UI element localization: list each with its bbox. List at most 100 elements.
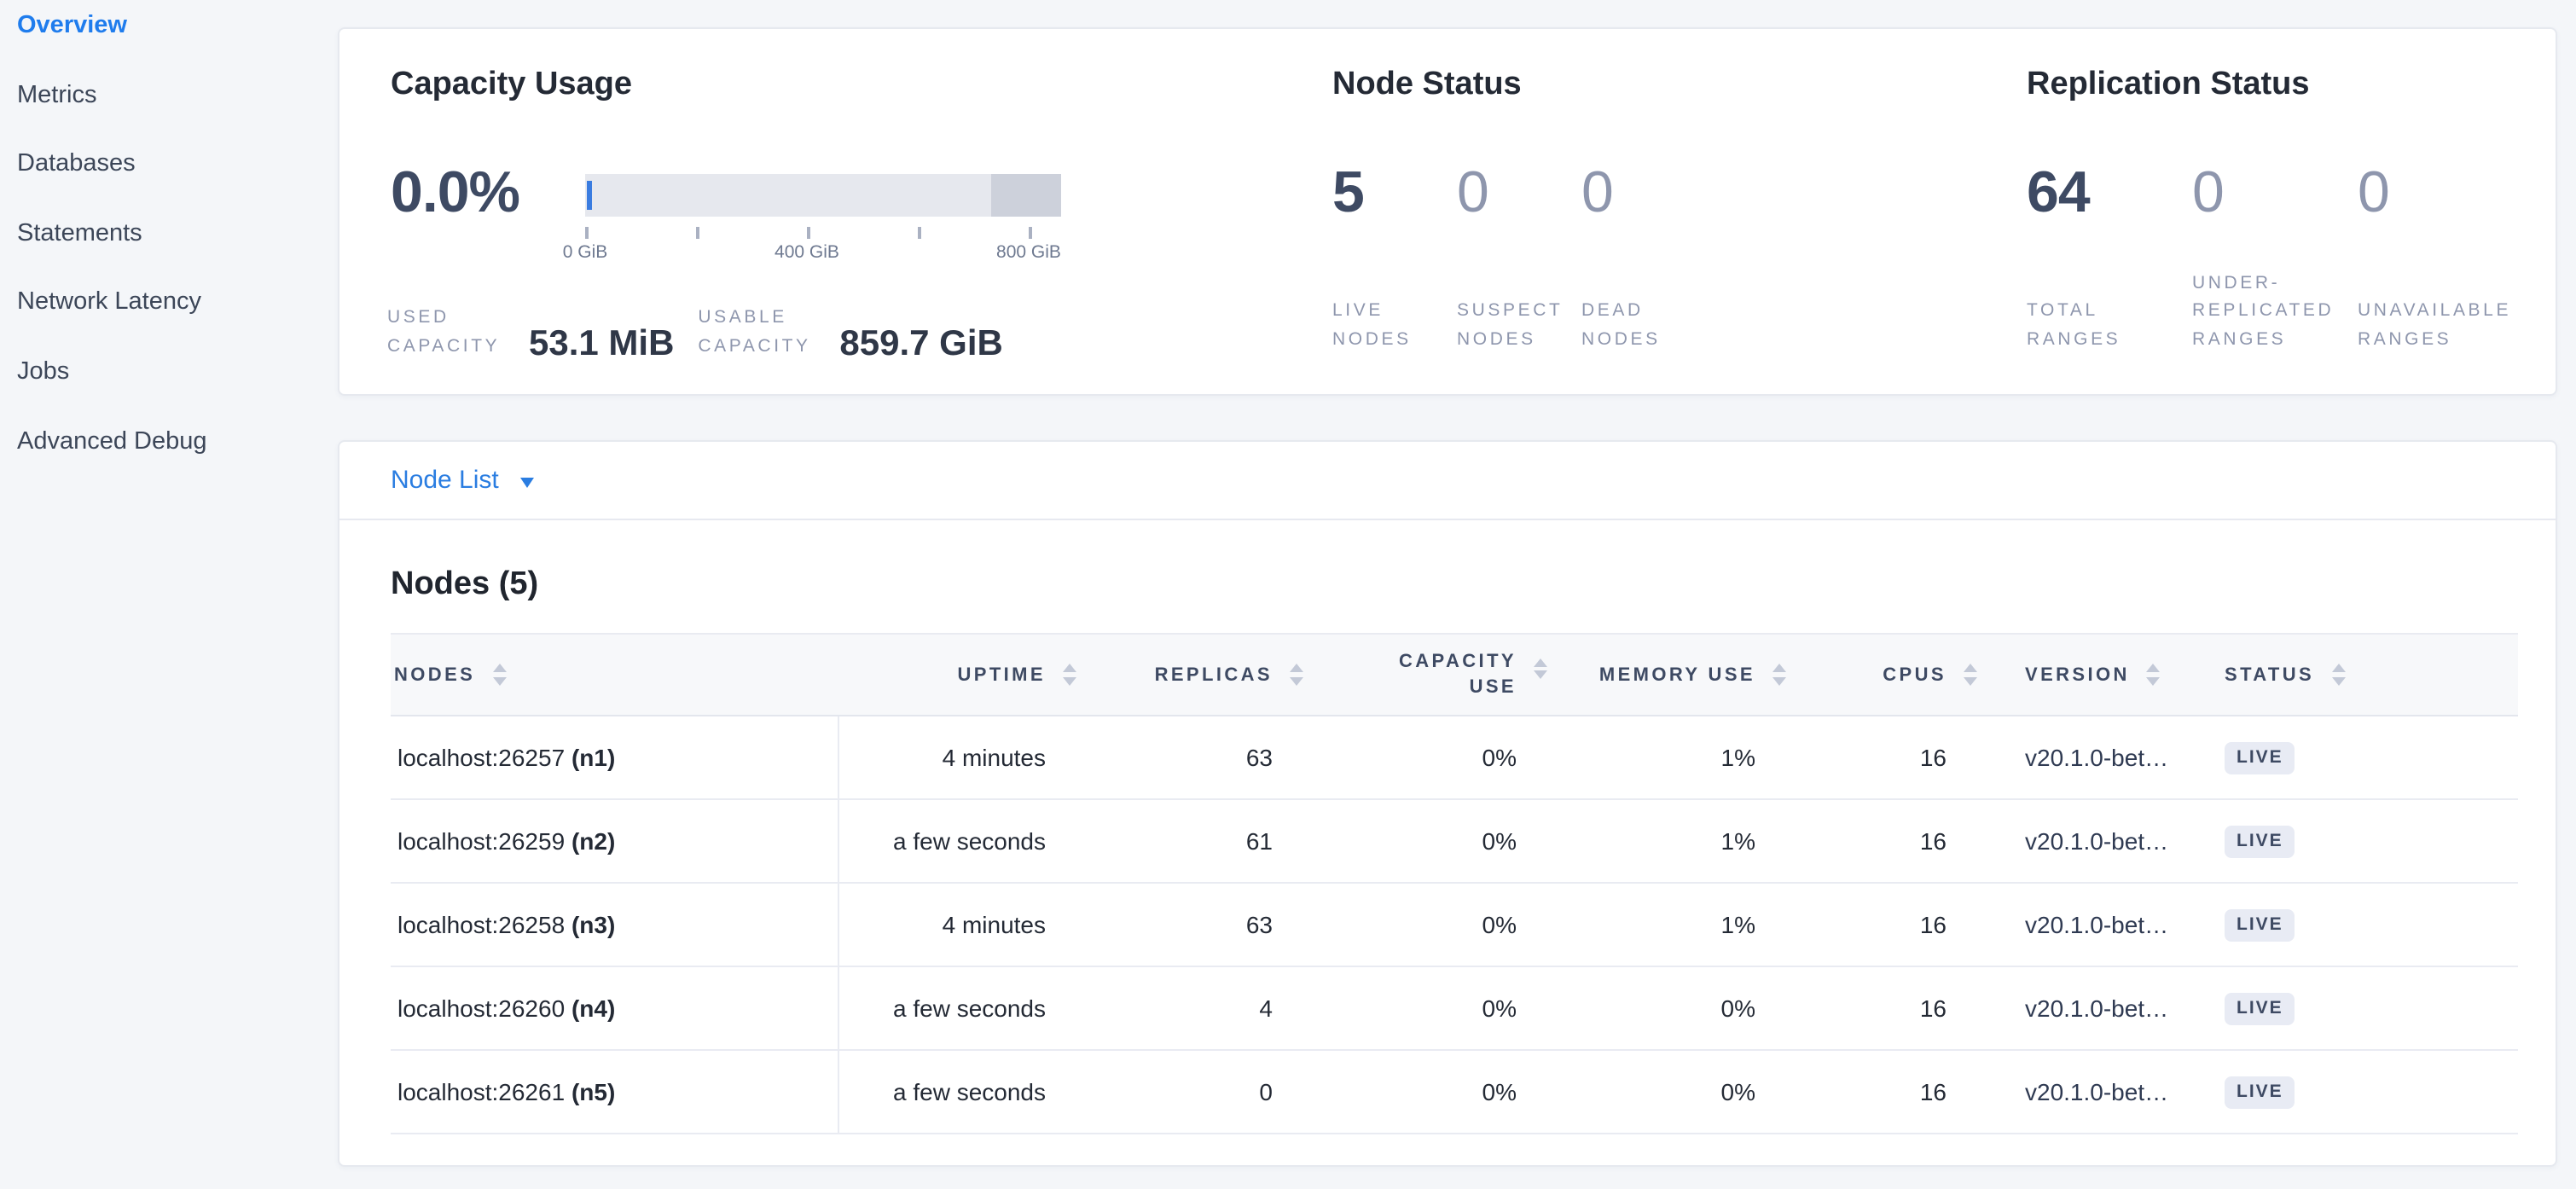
nodes-table-header-row: NODES UPTIME REPLICAS CAPACITY USE MEMOR… <box>391 633 2518 716</box>
capacity-usage-title: Capacity Usage <box>391 67 633 102</box>
cpus-cell: 16 <box>1790 1050 1981 1134</box>
sidebar-item-network-latency[interactable]: Network Latency <box>17 288 201 316</box>
status-badge: LIVE <box>2225 742 2295 774</box>
status-cell: LIVE <box>2211 799 2518 884</box>
sort-icon <box>2146 664 2161 686</box>
capacity-use-cell: 0% <box>1307 799 1551 884</box>
sidebar-item-databases[interactable]: Databases <box>17 150 136 178</box>
axis-label: 400 GiB <box>775 242 839 263</box>
column-header-cpus[interactable]: CPUS <box>1790 633 1981 716</box>
suspect-nodes-value: 0 <box>1457 160 1489 225</box>
status-cell: LIVE <box>2211 1050 2518 1134</box>
unavailable-ranges-label: UNAVAILABLE RANGES <box>2358 300 2512 349</box>
column-header-version[interactable]: VERSION <box>1981 633 2211 716</box>
capacity-bar-chart: 0 GiB 400 GiB 800 GiB <box>563 174 1061 263</box>
suspect-nodes-label: SUSPECT NODES <box>1457 300 1564 349</box>
capacity-use-cell: 0% <box>1307 883 1551 967</box>
used-capacity-label: USED CAPACITY <box>387 307 501 356</box>
capacity-axis-ticks <box>585 227 1061 238</box>
table-row: localhost:26260 (n4) a few seconds 4 0% … <box>391 966 2518 1051</box>
node-list-header-bar: Node List <box>339 442 2556 520</box>
column-header-replicas[interactable]: REPLICAS <box>1080 633 1307 716</box>
node-address-cell[interactable]: localhost:26260 (n4) <box>391 966 838 1051</box>
uptime-cell: 4 minutes <box>838 716 1080 800</box>
cpus-cell: 16 <box>1790 799 1981 884</box>
unavailable-ranges-value: 0 <box>2358 160 2390 225</box>
node-address: localhost:26257 <box>397 744 566 771</box>
sidebar-item-metrics[interactable]: Metrics <box>17 81 97 109</box>
node-address-cell[interactable]: localhost:26261 (n5) <box>391 1050 838 1134</box>
sidebar-item-advanced-debug[interactable]: Advanced Debug <box>17 427 207 455</box>
column-label: UPTIME <box>957 664 1046 685</box>
node-address: localhost:26259 <box>397 827 566 855</box>
column-label: MEMORY USE <box>1598 664 1755 685</box>
column-label: CAPACITY USE <box>1398 651 1517 697</box>
status-badge: LIVE <box>2225 993 2295 1025</box>
column-label: STATUS <box>2225 664 2315 685</box>
version-cell: v20.1.0-bet… <box>1981 1050 2211 1134</box>
sidebar-item-jobs[interactable]: Jobs <box>17 357 70 386</box>
live-nodes-stat: 5 LIVE NODES <box>1332 160 1457 357</box>
sort-icon <box>2331 664 2346 686</box>
column-header-uptime[interactable]: UPTIME <box>838 633 1080 716</box>
node-id: (n2) <box>571 827 616 855</box>
column-label: NODES <box>394 664 476 685</box>
nodes-section: Nodes (5) NODES UPTIME REPLICAS CAPACITY… <box>339 567 2556 1134</box>
dead-nodes-stat: 0 DEAD NODES <box>1581 160 1706 357</box>
column-label: VERSION <box>2025 664 2130 685</box>
node-address-cell[interactable]: localhost:26258 (n3) <box>391 883 838 967</box>
node-status-panel: Node Status 5 LIVE NODES 0 SUSPECT NODES… <box>1332 29 2027 394</box>
cpus-cell: 16 <box>1790 966 1981 1051</box>
total-ranges-label: TOTAL RANGES <box>2027 300 2121 349</box>
memory-use-cell: 1% <box>1551 716 1790 800</box>
column-header-nodes[interactable]: NODES <box>391 633 838 716</box>
capacity-use-cell: 0% <box>1307 1050 1551 1134</box>
node-list-dropdown[interactable]: Node List <box>391 466 535 495</box>
column-header-capacity-use[interactable]: CAPACITY USE <box>1307 633 1551 716</box>
node-address: localhost:26260 <box>397 995 566 1022</box>
sort-icon <box>1534 658 1547 679</box>
column-header-status[interactable]: STATUS <box>2211 633 2518 716</box>
table-row: localhost:26259 (n2) a few seconds 61 0%… <box>391 799 2518 884</box>
column-header-memory-use[interactable]: MEMORY USE <box>1551 633 1790 716</box>
node-address-cell[interactable]: localhost:26257 (n1) <box>391 716 838 800</box>
dead-nodes-value: 0 <box>1581 160 1614 225</box>
uptime-cell: a few seconds <box>838 799 1080 884</box>
column-label: CPUS <box>1883 664 1947 685</box>
memory-use-cell: 1% <box>1551 883 1790 967</box>
sidebar-item-overview[interactable]: Overview <box>17 12 127 39</box>
version-cell: v20.1.0-bet… <box>1981 883 2211 967</box>
live-nodes-value: 5 <box>1332 160 1365 225</box>
table-row: localhost:26257 (n1) 4 minutes 63 0% 1% … <box>391 716 2518 800</box>
status-badge: LIVE <box>2225 826 2295 858</box>
nodes-table: NODES UPTIME REPLICAS CAPACITY USE MEMOR… <box>391 633 2518 1134</box>
uptime-cell: a few seconds <box>838 1050 1080 1134</box>
usable-capacity-label: USABLE CAPACITY <box>698 307 811 356</box>
node-address: localhost:26258 <box>397 911 566 938</box>
version-cell: v20.1.0-bet… <box>1981 966 2211 1051</box>
cluster-summary-card: Capacity Usage 0.0% 0 GiB 400 GiB 800 Gi… <box>338 27 2557 396</box>
under-replicated-ranges-value: 0 <box>2192 160 2225 225</box>
sidebar: Overview Metrics Databases Statements Ne… <box>0 0 338 1189</box>
unavailable-ranges-stat: 0 UNAVAILABLE RANGES <box>2358 160 2523 357</box>
node-id: (n3) <box>571 911 616 938</box>
sort-icon <box>1290 664 1303 686</box>
sort-icon <box>1964 664 1977 686</box>
under-replicated-ranges-label: UNDER-REPLICATED RANGES <box>2192 272 2335 349</box>
status-badge: LIVE <box>2225 909 2295 942</box>
capacity-use-cell: 0% <box>1307 966 1551 1051</box>
replication-status-panel: Replication Status 64 TOTAL RANGES 0 UND… <box>2027 29 2518 394</box>
node-status-stats: 5 LIVE NODES 0 SUSPECT NODES 0 DEAD NODE… <box>1332 160 1706 357</box>
node-list-dropdown-label: Node List <box>391 466 499 495</box>
cpus-cell: 16 <box>1790 883 1981 967</box>
capacity-stats: USED CAPACITY 53.1 MiB USABLE CAPACITY 8… <box>387 304 1003 363</box>
total-ranges-value: 64 <box>2027 160 2091 225</box>
status-cell: LIVE <box>2211 883 2518 967</box>
cpus-cell: 16 <box>1790 716 1981 800</box>
usable-capacity-value: 859.7 GiB <box>839 324 1003 363</box>
memory-use-cell: 1% <box>1551 799 1790 884</box>
node-address-cell[interactable]: localhost:26259 (n2) <box>391 799 838 884</box>
sidebar-item-statements[interactable]: Statements <box>17 219 142 247</box>
capacity-bar <box>585 174 1061 217</box>
